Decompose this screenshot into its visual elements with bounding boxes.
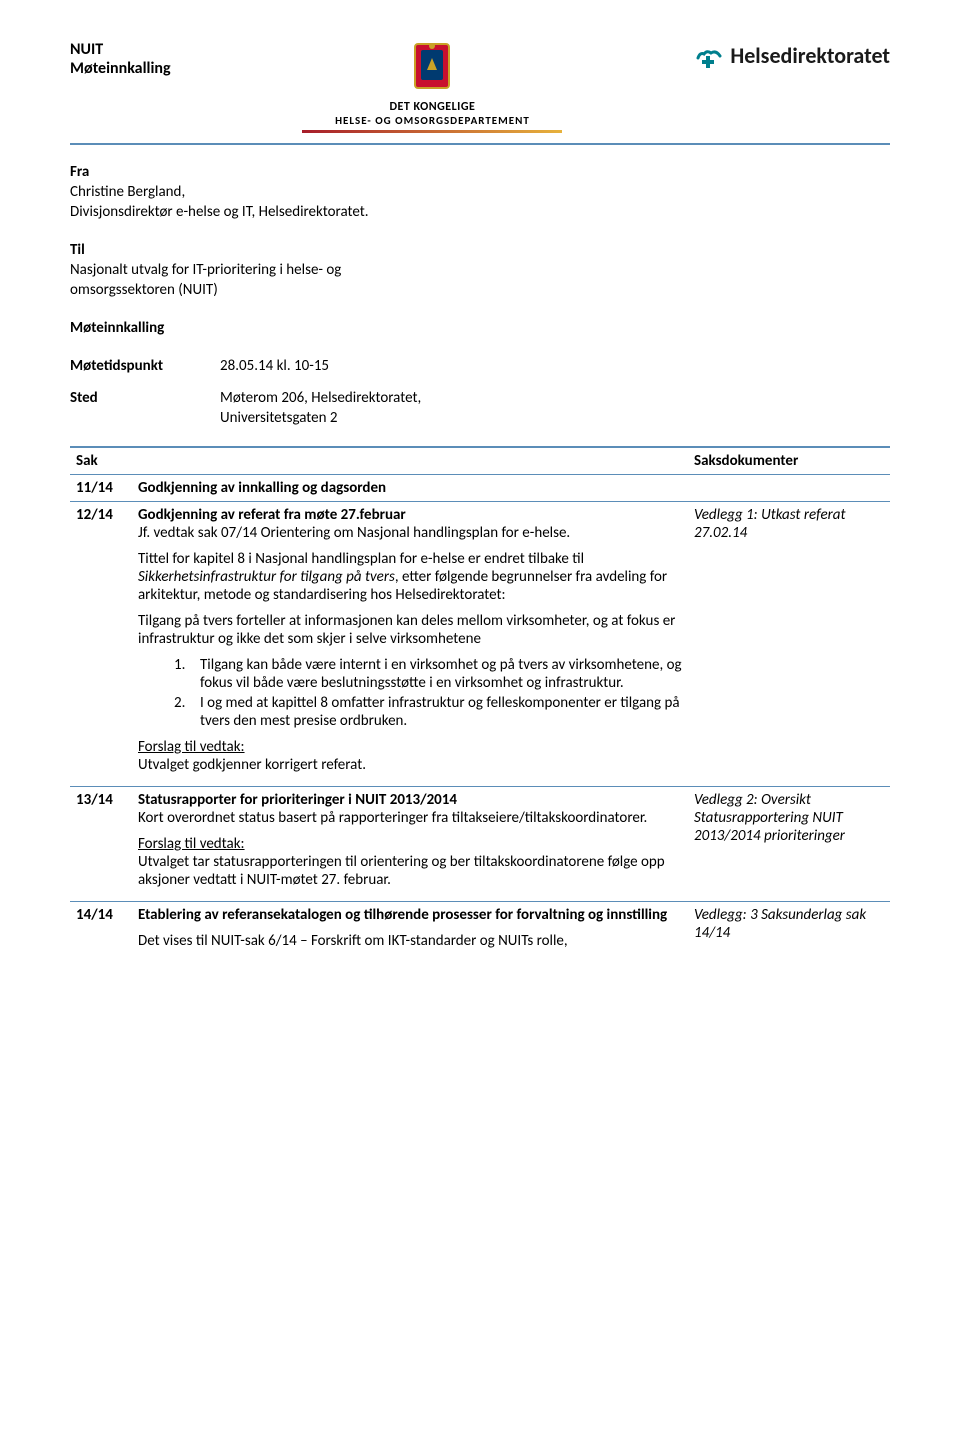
row-sub: Kort overordnet status basert på rapport… (138, 809, 682, 827)
row-docs: Vedlegg 1: Utkast referat 27.02.14 (688, 502, 890, 787)
org-line2: Møteinnkalling (70, 59, 171, 78)
sted-line2: Universitetsgaten 2 (220, 409, 421, 429)
sted-label: Sted (70, 389, 180, 428)
header-row: NUIT Møteinnkalling DET KONGELIGE HELSE-… (70, 40, 890, 133)
helsedirektoratet-icon (694, 40, 724, 70)
row-docs: Vedlegg: 3 Saksunderlag sak 14/14 (688, 902, 890, 963)
tidspunkt-row: Møtetidspunkt 28.05.14 kl. 10-15 (70, 357, 890, 375)
helsedirektoratet-label: Helsedirektoratet (730, 42, 890, 69)
row-para: Det vises til NUIT-sak 6/14 – Forskrift … (138, 932, 682, 950)
row-body: Godkjenning av innkalling og dagsorden (132, 475, 688, 502)
table-row: 14/14 Etablering av referansekatalogen o… (70, 902, 890, 963)
row-body: Etablering av referansekatalogen og tilh… (132, 902, 688, 963)
row-sub: Jf. vedtak sak 07/14 Orientering om Nasj… (138, 524, 682, 542)
dept-underline (302, 130, 562, 133)
row-num: 13/14 (70, 787, 132, 902)
table-row: 12/14 Godkjenning av referat fra møte 27… (70, 502, 890, 787)
sted-row: Sted Møterom 206, Helsedirektoratet, Uni… (70, 389, 890, 428)
row-title: Statusrapporter for prioriteringer i NUI… (138, 791, 682, 809)
header-rule (70, 143, 890, 145)
header-right: Helsedirektoratet (694, 40, 890, 70)
list-item: 2.I og med at kapittel 8 omfatter infras… (174, 694, 682, 730)
fra-line2: Divisjonsdirektør e-helse og IT, Helsedi… (70, 203, 890, 221)
row-body: Statusrapporter for prioriteringer i NUI… (132, 787, 688, 902)
table-row: 13/14 Statusrapporter for prioriteringer… (70, 787, 890, 902)
header-left: NUIT Møteinnkalling (70, 40, 171, 78)
row-body: Godkjenning av referat fra møte 27.febru… (132, 502, 688, 787)
til-label: Til (70, 241, 890, 259)
tidspunkt-value: 28.05.14 kl. 10-15 (220, 357, 329, 375)
dept-label: DET KONGELIGE (171, 100, 695, 114)
col-sak: Sak (70, 447, 132, 475)
row-para2: Tilgang på tvers forteller at informasjo… (138, 612, 682, 648)
row-forslag: Forslag til vedtak: Utvalget tar statusr… (138, 835, 682, 889)
header-center: DET KONGELIGE HELSE- OG OMSORGSDEPARTEME… (171, 40, 695, 133)
row-forslag: Forslag til vedtak: Utvalget godkjenner … (138, 738, 682, 774)
til-line1: Nasjonalt utvalg for IT-prioritering i h… (70, 261, 890, 279)
agenda-header-row: Sak Saksdokumenter (70, 447, 890, 475)
row-title: Godkjenning av referat fra møte 27.febru… (138, 506, 682, 524)
meta-block: Fra Christine Bergland, Divisjonsdirektø… (70, 163, 890, 337)
row-para: Tittel for kapitel 8 i Nasjonal handling… (138, 550, 682, 604)
row-num: 12/14 (70, 502, 132, 787)
page-root: NUIT Møteinnkalling DET KONGELIGE HELSE-… (0, 0, 960, 1436)
doc-type: Møteinnkalling (70, 319, 890, 337)
row-num: 11/14 (70, 475, 132, 502)
fra-line1: Christine Bergland, (70, 183, 890, 201)
row-title: Etablering av referansekatalogen og tilh… (138, 906, 682, 924)
org-line1: NUIT (70, 40, 171, 59)
dept-name: HELSE- OG OMSORGSDEPARTEMENT (171, 114, 695, 127)
row-title: Godkjenning av innkalling og dagsorden (138, 479, 386, 497)
row-docs: Vedlegg 2: Oversikt Statusrapportering N… (688, 787, 890, 902)
table-row: 11/14 Godkjenning av innkalling og dagso… (70, 475, 890, 502)
til-line2: omsorgssektoren (NUIT) (70, 281, 890, 299)
row-list: 1.Tilgang kan både være internt i en vir… (174, 656, 682, 730)
crest-icon (409, 40, 455, 96)
fra-label: Fra (70, 163, 890, 181)
row-num: 14/14 (70, 902, 132, 963)
sted-value: Møterom 206, Helsedirektoratet, Universi… (220, 389, 421, 428)
tidspunkt-label: Møtetidspunkt (70, 357, 180, 375)
col-docs: Saksdokumenter (688, 447, 890, 475)
list-item: 1.Tilgang kan både være internt i en vir… (174, 656, 682, 692)
agenda-table: Sak Saksdokumenter 11/14 Godkjenning av … (70, 446, 890, 962)
sted-line1: Møterom 206, Helsedirektoratet, (220, 389, 421, 409)
